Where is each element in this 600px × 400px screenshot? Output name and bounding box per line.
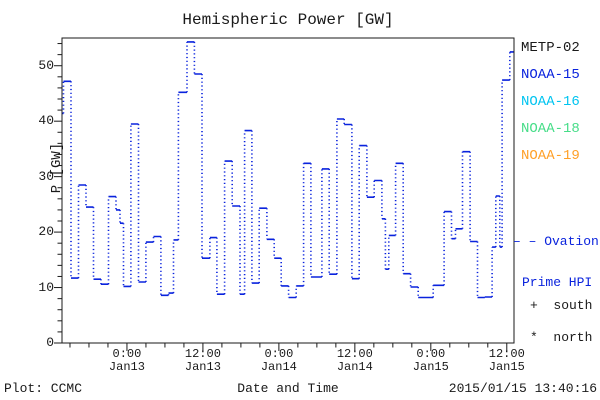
legend-satellite-noaa-16: NOAA-16 — [521, 94, 580, 110]
hpi-curve-dotted-verticals — [62, 41, 511, 298]
legend-satellite-metp-02: METP-02 — [521, 40, 580, 56]
legend-marker-south: + south — [530, 298, 593, 313]
y-tick-label: 30 — [38, 168, 54, 184]
plot-title: Hemispheric Power [GW] — [182, 11, 394, 29]
hpi-curve-step-levels — [62, 41, 514, 299]
footer-plot-source: Plot: CCMC — [4, 381, 83, 396]
legend-ovation-prime: – – Ovation Prime HPI — [513, 208, 599, 316]
y-tick-label: 40 — [38, 113, 54, 129]
y-tick-label: 0 — [46, 335, 54, 350]
x-tick-label: 0:00 Jan15 — [412, 347, 449, 374]
plot-frame — [61, 37, 515, 344]
x-tick-label: 0:00 Jan13 — [108, 347, 145, 374]
axis-ticks — [54, 43, 508, 351]
x-tick-label: 12:00 Jan13 — [184, 347, 221, 374]
legend-ovation-line1: – – Ovation — [513, 234, 599, 249]
x-axis-title: Date and Time — [237, 381, 339, 396]
legend-satellite-noaa-15: NOAA-15 — [521, 67, 580, 83]
legend-ovation-line2: Prime HPI — [522, 274, 593, 290]
legend-satellite-noaa-19: NOAA-19 — [521, 148, 580, 164]
y-tick-label: 20 — [38, 224, 54, 240]
x-tick-label: 0:00 Jan14 — [260, 347, 297, 374]
y-tick-label: 10 — [38, 279, 54, 295]
x-tick-label: 12:00 Jan15 — [488, 347, 525, 374]
legend-satellite-noaa-18: NOAA-18 — [521, 121, 580, 137]
y-tick-label: 50 — [38, 57, 54, 73]
legend-satellites: METP-02 NOAA-15 NOAA-16 NOAA-18 NOAA-19 — [521, 35, 580, 170]
legend-marker-north: * north — [530, 330, 593, 345]
x-tick-label: 12:00 Jan14 — [336, 347, 373, 374]
footer-timestamp: 2015/01/15 13:40:16 — [448, 381, 597, 396]
